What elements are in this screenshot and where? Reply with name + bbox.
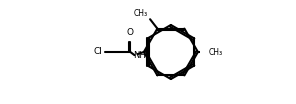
Text: CH₃: CH₃ [208,48,223,56]
Text: Cl: Cl [93,48,102,56]
Text: O: O [127,28,134,37]
Text: NH: NH [133,51,146,60]
Text: CH₃: CH₃ [134,9,148,18]
